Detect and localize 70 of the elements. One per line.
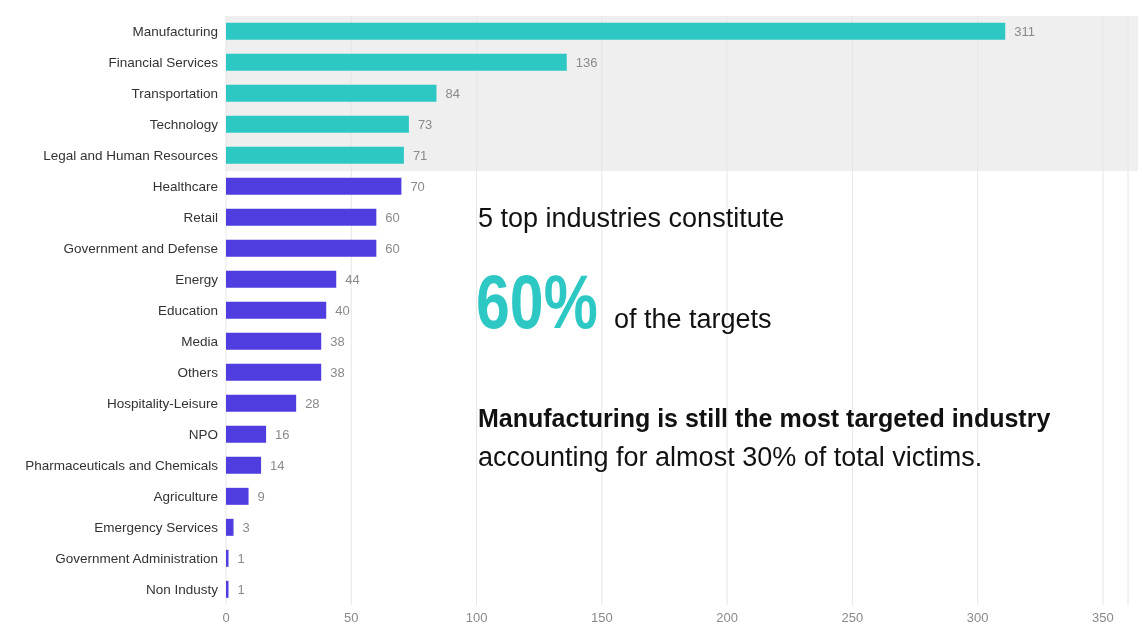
data-label: 1 — [237, 550, 245, 566]
data-label: 1 — [237, 581, 245, 597]
x-tick-label: 200 — [716, 610, 738, 626]
y-tick-label: Financial Services — [108, 55, 219, 71]
x-tick-label: 100 — [465, 610, 488, 626]
data-label: 71 — [412, 147, 428, 163]
data-label: 40 — [335, 302, 350, 318]
data-label: 311 — [1014, 23, 1035, 39]
data-label: 9 — [257, 488, 265, 504]
data-label: 84 — [445, 85, 460, 101]
y-tick-label: Legal and Human Resources — [43, 148, 219, 164]
y-tick-label: Education — [157, 303, 218, 319]
data-label: 3 — [242, 519, 250, 535]
annotation: Manufacturing is still the most targeted industry — [478, 404, 1051, 433]
bar — [226, 177, 402, 195]
bar — [226, 22, 1006, 40]
bar — [226, 332, 322, 350]
bar — [226, 53, 567, 71]
bar — [226, 363, 322, 381]
bar — [226, 239, 377, 257]
x-tick-label: 300 — [966, 610, 989, 626]
y-tick-label: Others — [177, 365, 219, 381]
y-tick-label: Retail — [183, 210, 218, 226]
bar — [226, 270, 337, 288]
y-tick-label: Non Industy — [145, 582, 219, 598]
bar — [226, 208, 377, 226]
bar — [226, 580, 229, 598]
data-label: 60 — [385, 240, 400, 256]
y-tick-label: Government Administration — [55, 551, 218, 567]
annotation: of the targets — [614, 304, 772, 335]
annotation: accounting for almost 30% of total victims. — [478, 442, 983, 473]
x-tick-label: 0 — [222, 610, 230, 626]
bar — [226, 115, 409, 133]
annotation: 5 top industries constitute — [478, 203, 785, 234]
y-tick-label: Energy — [175, 272, 219, 288]
y-tick-label: NPO — [188, 427, 218, 443]
y-tick-label: Technology — [149, 117, 219, 133]
y-tick-label: Agriculture — [153, 489, 218, 505]
y-tick-label: Transportation — [131, 86, 218, 102]
data-label: 38 — [330, 333, 345, 349]
bar — [226, 549, 229, 567]
data-label: 28 — [305, 395, 320, 411]
data-label: 70 — [410, 178, 425, 194]
y-tick-label: Hospitality-Leisure — [106, 396, 218, 412]
y-tick-label: Media — [181, 334, 219, 350]
y-tick-label: Emergency Services — [94, 520, 219, 536]
bar — [226, 518, 234, 536]
x-tick-label: 350 — [1092, 610, 1114, 626]
x-tick-label: 150 — [590, 610, 613, 626]
y-tick-label: Healthcare — [152, 179, 218, 195]
data-label: 73 — [417, 116, 433, 132]
bar — [226, 487, 249, 505]
x-tick-label: 250 — [841, 610, 864, 626]
data-label: 16 — [275, 426, 290, 442]
data-label: 14 — [270, 457, 285, 473]
x-tick-label: 50 — [344, 610, 359, 626]
data-label: 60 — [385, 209, 400, 225]
bar — [226, 456, 262, 474]
data-label: 38 — [330, 364, 345, 380]
annotation: 60% — [476, 258, 598, 345]
bar — [226, 425, 267, 443]
y-tick-label: Pharmaceuticals and Chemicals — [25, 458, 219, 474]
y-tick-label: Government and Defense — [63, 241, 218, 257]
bar — [226, 84, 437, 102]
bar — [226, 146, 404, 164]
bar — [226, 301, 327, 319]
bar — [226, 394, 297, 412]
data-label: 136 — [575, 54, 598, 70]
y-tick-label: Manufacturing — [132, 24, 218, 40]
data-label: 44 — [345, 271, 360, 287]
